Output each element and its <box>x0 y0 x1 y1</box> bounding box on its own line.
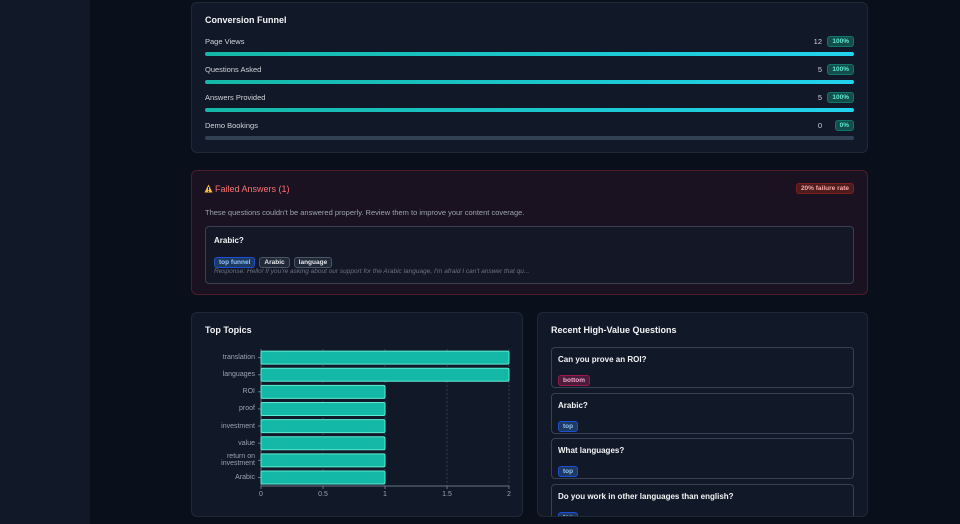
x-tick-label: 0.5 <box>318 491 328 498</box>
progress-track <box>205 80 854 84</box>
topics-card: Top Topics 0 0.5 1 1.5 2 translation language… <box>191 312 523 517</box>
failed-title: Failed Answers (1) <box>215 184 290 194</box>
progress-track <box>205 136 854 140</box>
question-item: What languages? top <box>551 438 854 479</box>
bar <box>260 419 386 434</box>
y-tick-label: translation <box>222 354 255 362</box>
tags: top funnel Arabic language <box>214 251 336 269</box>
stage-name: Demo Bookings <box>205 121 258 130</box>
tags: top <box>558 506 582 516</box>
response: Response: Hello! If you're asking about … <box>214 268 530 275</box>
chart: 0 0.5 1 1.5 2 <box>258 349 511 498</box>
question: Can you prove an ROI? <box>558 355 647 364</box>
x-tick-label: 2 <box>507 491 511 498</box>
stage-badge: 100% <box>827 36 854 47</box>
question: Do you work in other languages than engl… <box>558 491 734 501</box>
funnel-card: Conversion Funnel Page Views 12 100% Questi… <box>191 2 868 153</box>
tag: language <box>293 257 333 268</box>
tag: Arabic <box>259 257 290 268</box>
tag: top <box>558 420 579 432</box>
progress-bar <box>205 80 854 84</box>
bar <box>260 384 386 399</box>
stage-name: Page Views <box>205 37 245 46</box>
stage-count: 12 <box>813 37 822 46</box>
y-tick-label: Arabic <box>235 473 255 481</box>
y-tick-label: return on investment <box>221 453 255 468</box>
bar <box>260 367 510 382</box>
bar <box>260 401 386 416</box>
failure-badge: 20% failure rate <box>795 183 854 194</box>
funnel-title: Conversion Funnel <box>205 15 287 25</box>
question: Arabic? <box>558 400 588 410</box>
bar <box>260 470 386 485</box>
bar <box>260 350 510 365</box>
stage-count: 5 <box>817 65 822 74</box>
tag: bottom <box>558 375 591 386</box>
warning-icon <box>204 184 213 193</box>
failed-card: Failed Answers (1) 20% failure rate Thes… <box>191 170 868 295</box>
tag: top <box>558 466 579 477</box>
stage-badge: 100% <box>827 92 854 103</box>
question-item: Can you prove an ROI? bottom <box>551 347 854 388</box>
tag: top <box>558 511 579 516</box>
sidebar <box>0 0 90 524</box>
stage-badge: 0% <box>834 120 854 131</box>
tags: top <box>558 460 582 478</box>
progress-bar <box>205 52 854 56</box>
tags: bottom <box>558 369 594 387</box>
tags: top <box>558 415 582 433</box>
question: What languages? <box>558 446 625 455</box>
progress-bar <box>205 108 854 112</box>
progress-track <box>205 52 854 56</box>
y-tick-label: investment <box>221 422 255 430</box>
question-item: Arabic? top <box>551 392 854 434</box>
bar <box>260 436 386 451</box>
chart-title: Top Topics <box>205 325 252 335</box>
y-tick-label: value <box>238 439 255 447</box>
x-tick-label: 1 <box>383 491 387 498</box>
y-tick-label: ROI <box>242 388 255 396</box>
y-tick-label: proof <box>239 405 255 413</box>
recent-title: Recent High-Value Questions <box>551 325 677 335</box>
y-tick-label: languages <box>222 371 255 379</box>
stage-name: Answers Provided <box>205 93 266 102</box>
question: Arabic? <box>214 236 244 245</box>
bar <box>260 453 386 468</box>
stage-badge: 100% <box>827 64 854 75</box>
failed-item: Arabic? top funnel Arabic language Response:… <box>205 226 854 284</box>
stage-count: 0 <box>817 121 822 130</box>
failed-description: These questions couldn't be answered pro… <box>205 208 525 217</box>
recent-card: Recent High-Value Questions Can you prov… <box>537 312 868 517</box>
progress-track <box>205 108 854 112</box>
tag: top funnel <box>214 257 256 268</box>
question-item: Do you work in other languages than engl… <box>551 483 854 516</box>
x-tick-label: 1.5 <box>442 491 452 498</box>
x-tick-label: 0 <box>259 491 263 498</box>
stage-count: 5 <box>817 93 822 102</box>
stage-name: Questions Asked <box>205 65 262 74</box>
